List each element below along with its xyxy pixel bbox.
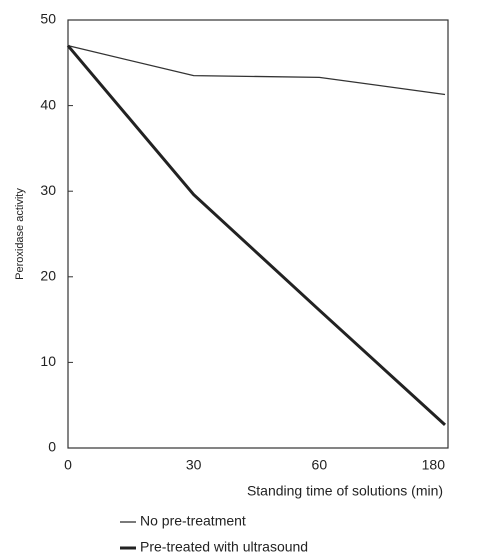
y-tick-label: 50: [40, 11, 56, 27]
y-axis-label: Peroxidase activity: [14, 188, 26, 280]
x-tick-label: 0: [64, 457, 72, 473]
y-tick-label: 0: [48, 439, 56, 455]
legend-label: Pre-treated with ultrasound: [140, 539, 308, 555]
y-tick-label: 10: [40, 353, 56, 369]
y-tick-label: 40: [40, 96, 56, 112]
data-line: [67, 45, 446, 96]
x-axis-label: Standing time of solutions (min): [247, 483, 443, 499]
y-tick-label: 30: [40, 182, 56, 198]
legend-label: No pre-treatment: [140, 513, 246, 529]
plot-frame: [67, 19, 449, 449]
data-line: [66, 44, 447, 426]
y-tick-label: 20: [40, 268, 56, 284]
x-tick-label: 60: [312, 457, 328, 473]
x-tick-label: 180: [422, 457, 446, 473]
x-tick-label: 30: [186, 457, 202, 473]
